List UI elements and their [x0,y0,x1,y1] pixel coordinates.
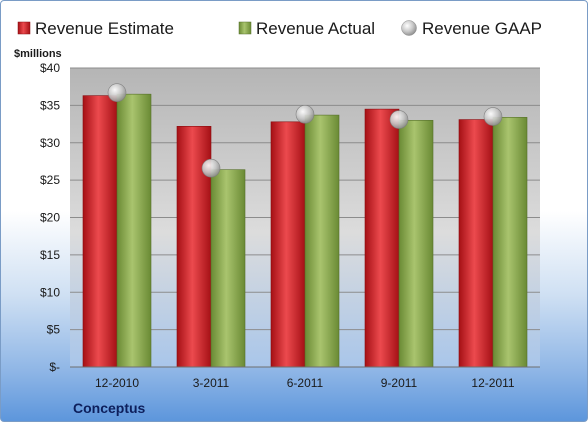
x-tick-label: 6-2011 [287,376,324,390]
y-tick-label: $10 [40,285,60,299]
y-tick-label: $5 [47,323,61,337]
bar-revenue-estimate [270,121,306,368]
bar-revenue-actual [210,169,246,368]
x-tick-label: 12-2010 [95,376,139,390]
legend-item-estimate: Revenue Estimate [17,19,174,38]
y-axis-ticks: $- $5 $10 $15 $20 $25 $30 $35 $40 [40,61,60,374]
marker-revenue-gaap [389,110,409,129]
legend-label-gaap: Revenue GAAP [422,19,542,38]
legend: Revenue Estimate Revenue Actual Revenue … [17,19,542,38]
x-axis-ticks: 12-2010 3-2011 6-2011 9-2011 12-2011 [95,376,515,390]
y-tick-label: $30 [40,136,60,150]
bars-layer [82,93,528,368]
marker-revenue-gaap [483,107,503,126]
y-tick-label: $20 [40,211,60,225]
legend-item-actual: Revenue Actual [238,19,375,38]
y-tick-label: $40 [40,61,60,75]
bar-revenue-actual [304,114,340,368]
bar-revenue-actual [398,120,434,368]
legend-item-gaap: Revenue GAAP [401,19,542,38]
bar-revenue-estimate [458,119,494,368]
y-tick-label: $- [49,360,60,374]
legend-label-estimate: Revenue Estimate [35,19,174,38]
x-tick-label: 9-2011 [381,376,418,390]
bar-revenue-estimate [364,108,400,368]
x-tick-label: 3-2011 [193,376,230,390]
marker-revenue-gaap [201,158,221,178]
bar-revenue-estimate [82,95,118,368]
gaap-markers-layer [107,83,503,178]
marker-revenue-gaap [295,105,315,124]
marker-revenue-gaap [107,83,127,102]
y-tick-label: $25 [40,173,60,187]
y-tick-label: $15 [40,248,60,262]
x-tick-label: 12-2011 [471,376,514,390]
legend-label-actual: Revenue Actual [256,19,375,38]
y-axis-unit-label: $millions [14,48,62,60]
y-tick-label: $35 [40,98,60,112]
bar-revenue-actual [492,117,528,368]
legend-swatch-actual [238,21,252,35]
legend-swatch-gaap [401,20,417,36]
legend-swatch-estimate [17,21,31,35]
company-name: Conceptus [73,400,146,416]
bar-revenue-actual [116,93,152,368]
